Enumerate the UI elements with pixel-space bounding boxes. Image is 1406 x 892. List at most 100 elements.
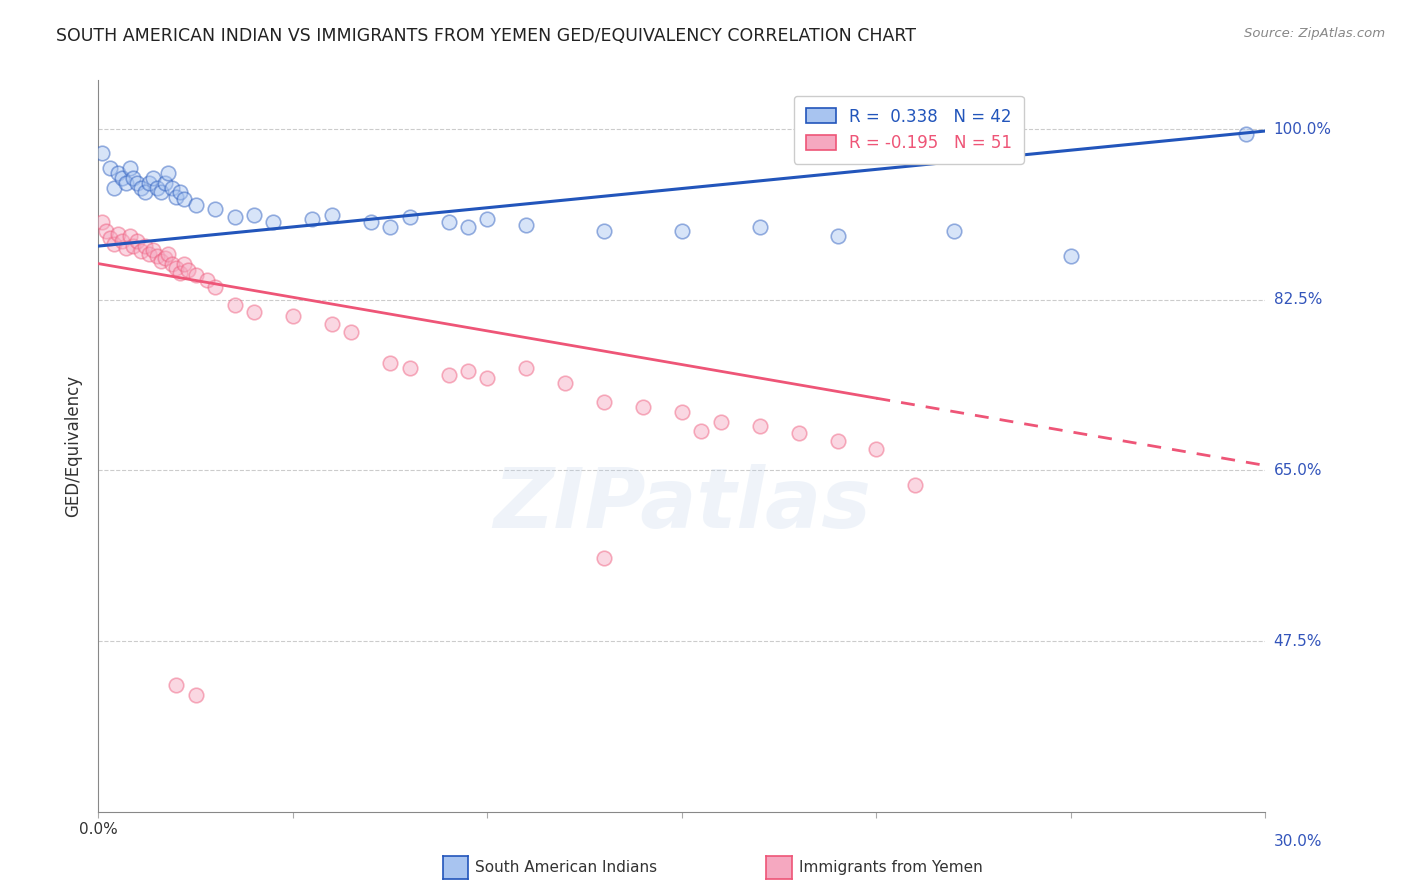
- Point: [98, 231, 121, 245]
- Point: [827, 434, 849, 449]
- Point: [593, 395, 616, 409]
- Point: [127, 234, 149, 248]
- Point: [515, 361, 537, 376]
- Point: [169, 266, 191, 280]
- Point: [162, 257, 184, 271]
- Point: [138, 247, 160, 261]
- Point: [340, 325, 363, 339]
- Point: [157, 166, 180, 180]
- Point: [515, 218, 537, 232]
- Point: [91, 215, 114, 229]
- Point: [129, 180, 152, 194]
- Point: [787, 426, 810, 441]
- Point: [184, 688, 207, 702]
- Text: 100.0%: 100.0%: [1274, 121, 1331, 136]
- Point: [224, 210, 246, 224]
- Point: [437, 215, 460, 229]
- Point: [748, 419, 770, 434]
- Point: [103, 180, 125, 194]
- Point: [457, 219, 479, 234]
- Point: [378, 356, 402, 370]
- Text: South American Indians: South American Indians: [475, 860, 658, 874]
- Point: [184, 198, 207, 212]
- Y-axis label: GED/Equivalency: GED/Equivalency: [65, 375, 83, 517]
- Point: [224, 297, 246, 311]
- Point: [157, 247, 180, 261]
- Point: [122, 170, 145, 185]
- Point: [153, 251, 176, 265]
- Point: [122, 239, 145, 253]
- Point: [153, 176, 176, 190]
- Point: [195, 273, 218, 287]
- Point: [865, 442, 887, 456]
- Point: [631, 400, 654, 414]
- Legend: R =  0.338   N = 42, R = -0.195   N = 51: R = 0.338 N = 42, R = -0.195 N = 51: [794, 96, 1024, 163]
- Point: [904, 478, 927, 492]
- Point: [165, 190, 187, 204]
- Point: [281, 310, 304, 324]
- Point: [593, 551, 616, 566]
- Point: [96, 224, 118, 238]
- Point: [173, 192, 195, 206]
- Point: [243, 305, 266, 319]
- Point: [111, 234, 134, 248]
- Point: [593, 224, 616, 238]
- Point: [165, 678, 187, 692]
- Point: [114, 176, 136, 190]
- Text: 82.5%: 82.5%: [1274, 293, 1322, 307]
- Text: 30.0%: 30.0%: [1274, 834, 1322, 849]
- Point: [204, 280, 226, 294]
- Point: [169, 186, 191, 200]
- Point: [91, 146, 114, 161]
- Point: [149, 253, 172, 268]
- Point: [98, 161, 121, 175]
- Point: [243, 208, 266, 222]
- Point: [107, 166, 129, 180]
- Point: [165, 260, 187, 275]
- Point: [114, 241, 136, 255]
- Point: [142, 170, 165, 185]
- Point: [173, 257, 195, 271]
- Point: [184, 268, 207, 283]
- Point: [690, 425, 713, 439]
- Point: [142, 243, 165, 257]
- Point: [1234, 127, 1257, 141]
- Point: [129, 244, 152, 258]
- Point: [118, 161, 141, 175]
- Point: [134, 186, 156, 200]
- Point: [204, 202, 226, 216]
- Point: [134, 239, 156, 253]
- Point: [321, 317, 343, 331]
- Point: [748, 219, 770, 234]
- Point: [146, 249, 169, 263]
- Point: [398, 210, 420, 224]
- Point: [162, 180, 184, 194]
- Point: [177, 263, 200, 277]
- Point: [943, 224, 966, 238]
- Point: [301, 211, 323, 226]
- Point: [107, 227, 129, 242]
- Point: [111, 170, 134, 185]
- Text: 47.5%: 47.5%: [1274, 633, 1322, 648]
- Point: [477, 370, 499, 384]
- Point: [146, 180, 169, 194]
- Point: [671, 405, 693, 419]
- Point: [118, 229, 141, 244]
- Point: [1060, 249, 1083, 263]
- Point: [710, 415, 733, 429]
- Point: [138, 176, 160, 190]
- Point: [360, 215, 382, 229]
- Text: Immigrants from Yemen: Immigrants from Yemen: [799, 860, 983, 874]
- Point: [321, 208, 343, 222]
- Point: [103, 237, 125, 252]
- Point: [671, 224, 693, 238]
- Text: Source: ZipAtlas.com: Source: ZipAtlas.com: [1244, 27, 1385, 40]
- Text: ZIPatlas: ZIPatlas: [494, 464, 870, 545]
- Point: [827, 229, 849, 244]
- Text: SOUTH AMERICAN INDIAN VS IMMIGRANTS FROM YEMEN GED/EQUIVALENCY CORRELATION CHART: SOUTH AMERICAN INDIAN VS IMMIGRANTS FROM…: [56, 27, 917, 45]
- Point: [437, 368, 460, 382]
- Text: 65.0%: 65.0%: [1274, 463, 1322, 478]
- Point: [378, 219, 402, 234]
- Point: [262, 215, 284, 229]
- Point: [477, 211, 499, 226]
